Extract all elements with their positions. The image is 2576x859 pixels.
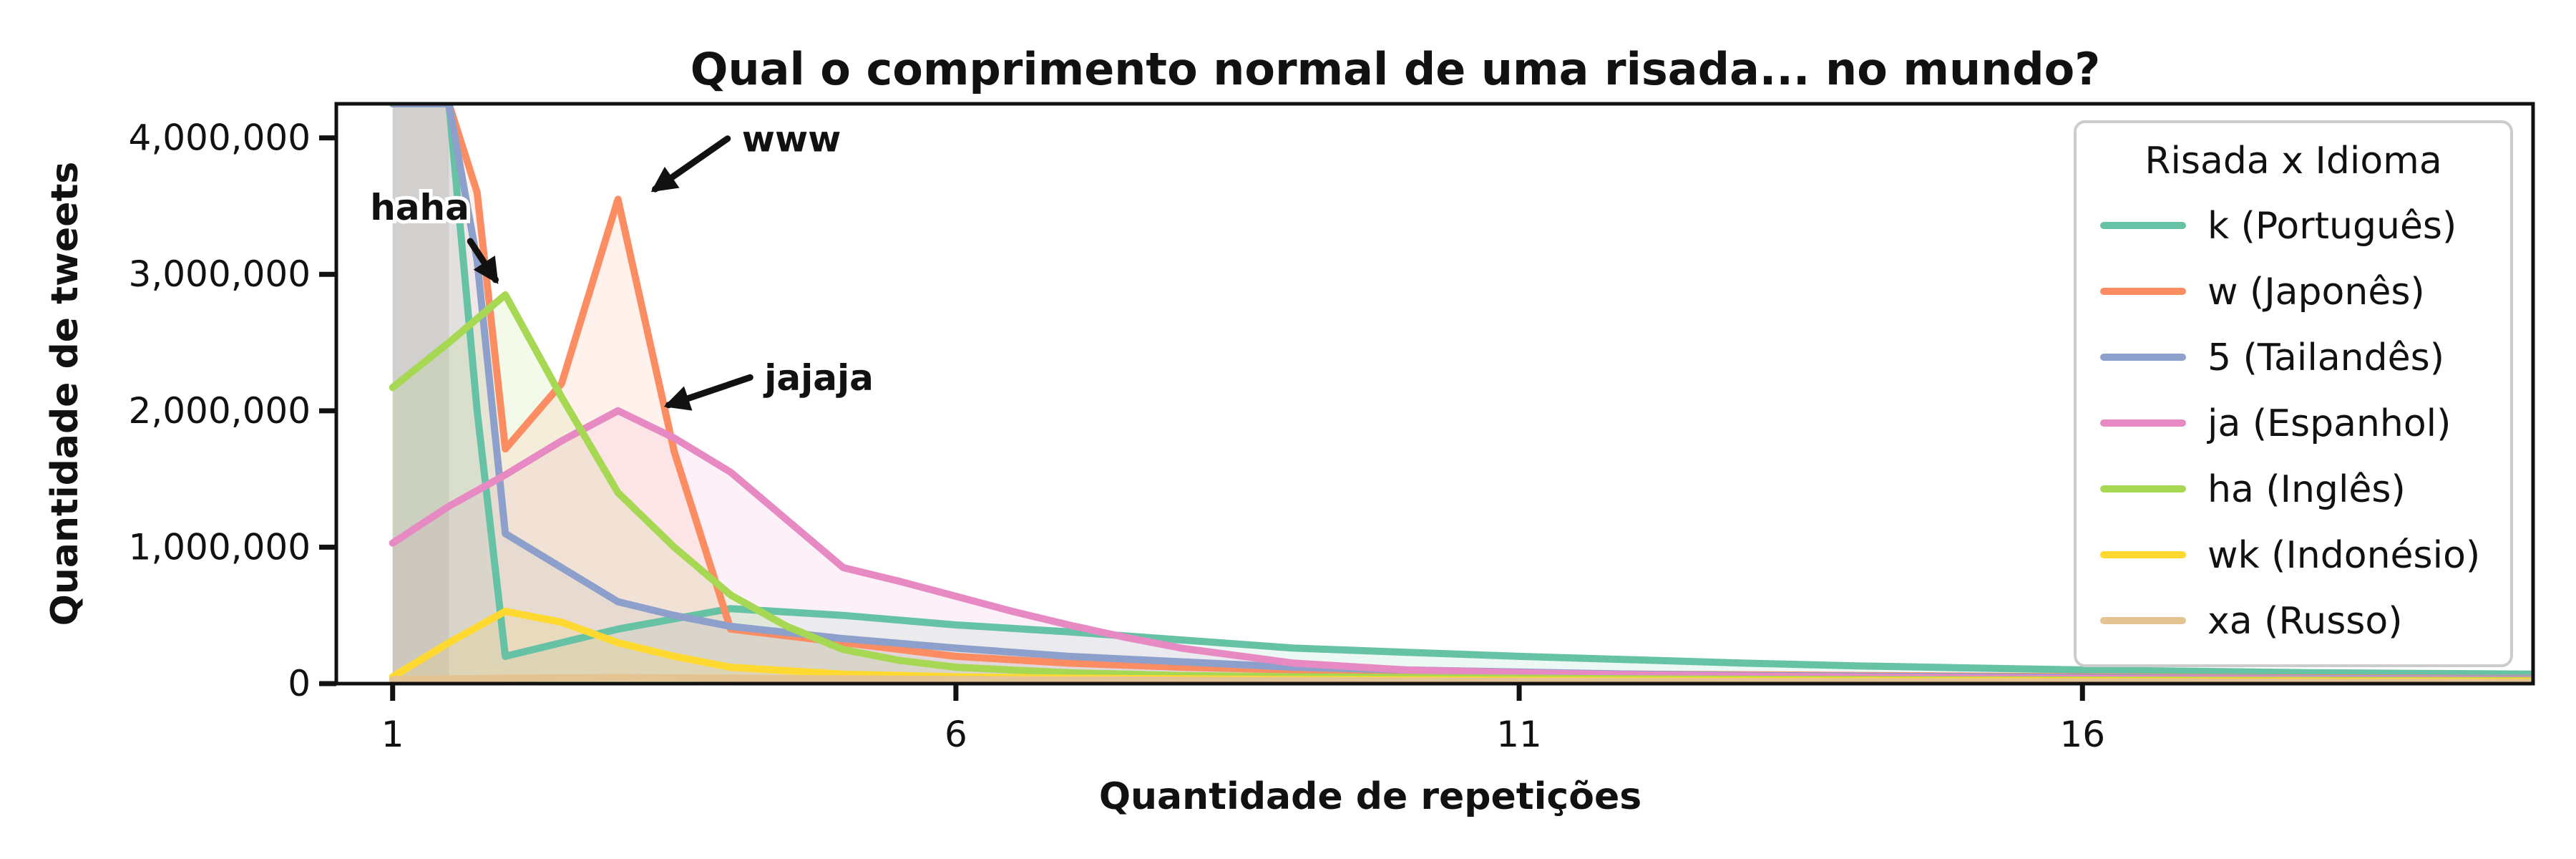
series-line-0 xyxy=(389,104,2533,678)
annotation-label: jajaja xyxy=(763,357,874,399)
y-tick-label: 1,000,000 xyxy=(129,526,311,568)
legend-box xyxy=(2074,120,2513,667)
legend-entry: w (Japonês) xyxy=(2207,271,2425,314)
annotation-label: www xyxy=(742,119,841,160)
x-tick-label: 1 xyxy=(381,714,404,755)
annotations: haha www jajaja xyxy=(366,115,877,411)
annotation-label: haha xyxy=(370,187,469,228)
legend-entry: k (Português) xyxy=(2207,205,2457,248)
y-tick-label: 4,000,000 xyxy=(129,117,311,159)
shaded-region xyxy=(392,104,449,684)
x-axis-label: Quantidade de repetições xyxy=(1099,775,1641,818)
x-tick-label: 6 xyxy=(945,714,967,755)
series-area-2 xyxy=(392,104,2533,684)
legend-entry: wk (Indonésio) xyxy=(2207,534,2480,577)
legend: Risada x Idioma k (Português) w (Japonês) 5… xyxy=(2074,120,2513,667)
series-area-4 xyxy=(392,294,2533,684)
y-tick-label: 3,000,000 xyxy=(129,253,311,295)
legend-entry: 5 (Tailandês) xyxy=(2207,336,2444,379)
series-area-3 xyxy=(392,410,2533,684)
x-tick-label: 16 xyxy=(2059,714,2105,755)
legend-title: Risada x Idioma xyxy=(2145,140,2441,183)
legend-entry: ha (Inglês) xyxy=(2207,468,2406,511)
y-tick-label: 2,000,000 xyxy=(129,390,311,432)
legend-entry: xa (Russo) xyxy=(2207,600,2403,643)
annotation-arrow xyxy=(663,374,753,411)
chart-title: Qual o comprimento normal de uma risada.… xyxy=(691,43,2100,95)
plot-frame xyxy=(334,102,2535,686)
annotation-arrow xyxy=(650,135,731,193)
y-axis-label: Quantidade de tweets xyxy=(44,162,87,626)
annotation-arrow xyxy=(467,238,499,284)
legend-entry: ja (Espanhol) xyxy=(2207,402,2451,445)
series-area-1 xyxy=(392,104,2533,684)
y-tick-label: 0 xyxy=(288,663,311,704)
x-tick-label: 11 xyxy=(1496,714,1542,755)
